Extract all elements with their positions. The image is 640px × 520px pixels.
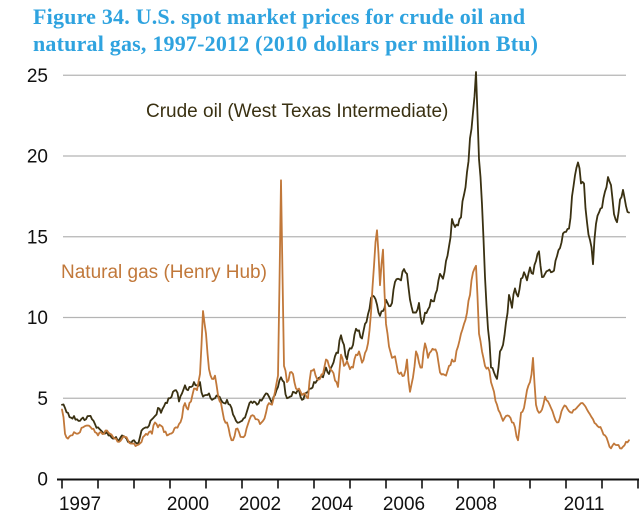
natural-gas-line <box>61 179 630 450</box>
y-tick-label-15: 15 <box>27 227 48 248</box>
y-tick-label-20: 20 <box>27 147 48 168</box>
x-tick-label-2006: 2006 <box>383 494 425 515</box>
x-tick-label-2008: 2008 <box>455 494 497 515</box>
x-tick-label-2011: 2011 <box>564 494 605 515</box>
figure-title: Figure 34. U.S. spot market prices for c… <box>33 3 633 57</box>
crude-oil-series-label: Crude oil (West Texas Intermediate) <box>146 101 449 122</box>
x-tick-label-2004: 2004 <box>311 494 354 515</box>
figure-title-line2: natural gas, 1997-2012 (2010 dollars per… <box>33 31 539 56</box>
y-tick-label-5: 5 <box>37 389 48 410</box>
y-tick-label-10: 10 <box>27 308 48 329</box>
natural-gas-series-label: Natural gas (Henry Hub) <box>61 262 267 283</box>
x-tick-label-1997: 1997 <box>59 494 101 515</box>
x-tick-label-2002: 2002 <box>239 494 281 515</box>
y-tick-label-25: 25 <box>27 66 48 87</box>
figure-title-line1: Figure 34. U.S. spot market prices for c… <box>33 4 526 29</box>
x-tick-label-2000: 2000 <box>167 494 209 515</box>
crude-oil-line <box>61 71 630 445</box>
y-tick-label-0: 0 <box>37 470 48 491</box>
